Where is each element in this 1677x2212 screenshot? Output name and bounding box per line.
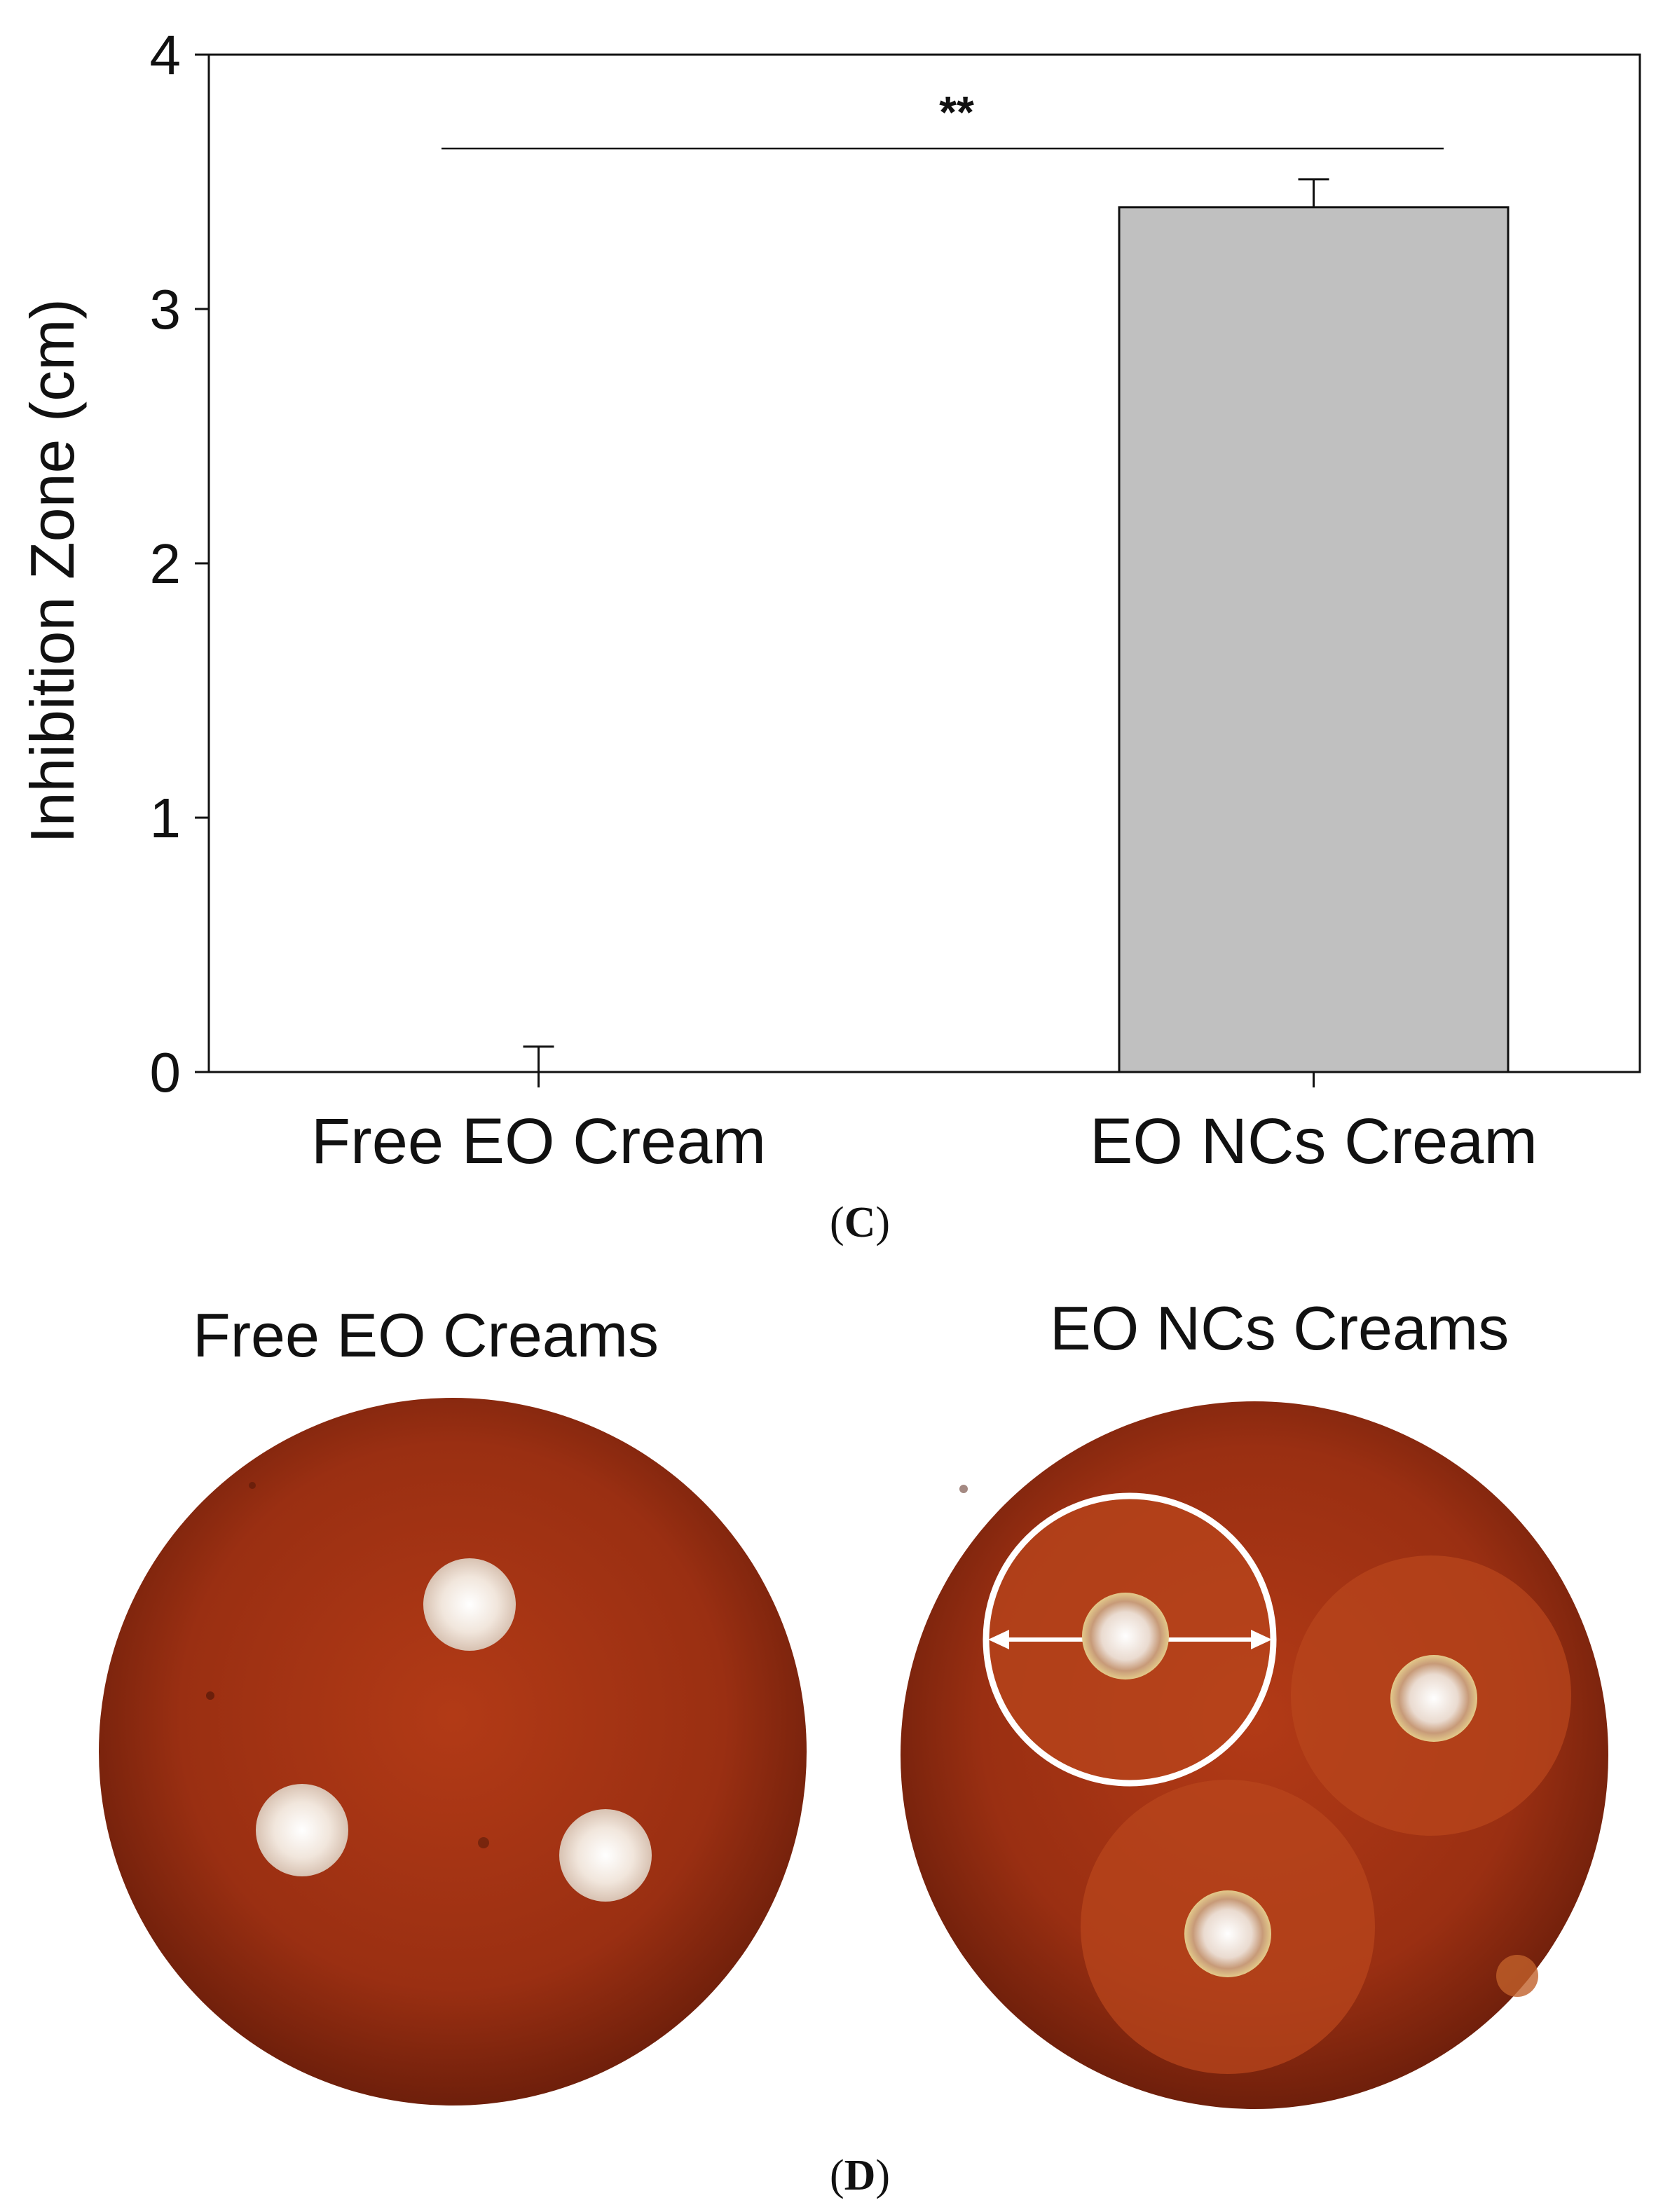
- left-agar-plate: [99, 1398, 807, 2105]
- bar: [1118, 206, 1510, 1073]
- x-tick-label: EO NCs Cream: [1090, 1106, 1538, 1177]
- y-tick-label: 4: [150, 24, 182, 86]
- left-disc-top: [423, 1558, 516, 1651]
- panel-c-close: ): [875, 1199, 891, 1246]
- panel-d-close: ): [875, 2152, 891, 2199]
- panel-c-label: (C): [755, 1198, 965, 1248]
- measurement-circle: [983, 1492, 1277, 1787]
- panel-c-open: (: [829, 1199, 844, 1246]
- right-agar-plate: [901, 1401, 1608, 2109]
- y-tick-label: 3: [150, 278, 182, 341]
- y-tick-label: 0: [150, 1041, 182, 1104]
- significance-label: **: [939, 87, 974, 137]
- x-tick-label: Free EO Cream: [311, 1106, 766, 1177]
- significance-annotation: **: [442, 87, 1444, 150]
- left-disc-right: [559, 1809, 652, 1902]
- panel-d-label: (D): [755, 2151, 965, 2201]
- right-disc-top: [1082, 1593, 1169, 1679]
- y-axis-label: Inhibition Zone (cm): [18, 298, 87, 844]
- panel-d-letter: D: [844, 2152, 876, 2199]
- right-disc-right: [1390, 1655, 1477, 1742]
- panel-d-open: (: [829, 2152, 844, 2199]
- left-disc-left: [256, 1784, 348, 1876]
- y-tick-label: 2: [150, 533, 182, 595]
- bar-chart: 0 1 2 3 4 Free EO Cream EO NCs Cream ** Inhib…: [18, 24, 1641, 1177]
- right-photo-title: EO NCs Creams: [1050, 1293, 1510, 1363]
- panel-c-letter: C: [844, 1199, 876, 1246]
- agar-plates-photo: [99, 1398, 1608, 2109]
- x-tick-labels: Free EO Cream EO NCs Cream: [311, 1072, 1538, 1177]
- right-disc-bottom: [1184, 1890, 1271, 1977]
- y-tick-label: 1: [150, 787, 182, 849]
- bars: [523, 178, 1510, 1086]
- left-photo-title: Free EO Creams: [193, 1300, 659, 1370]
- y-ticks: 0 1 2 3 4: [150, 24, 209, 1104]
